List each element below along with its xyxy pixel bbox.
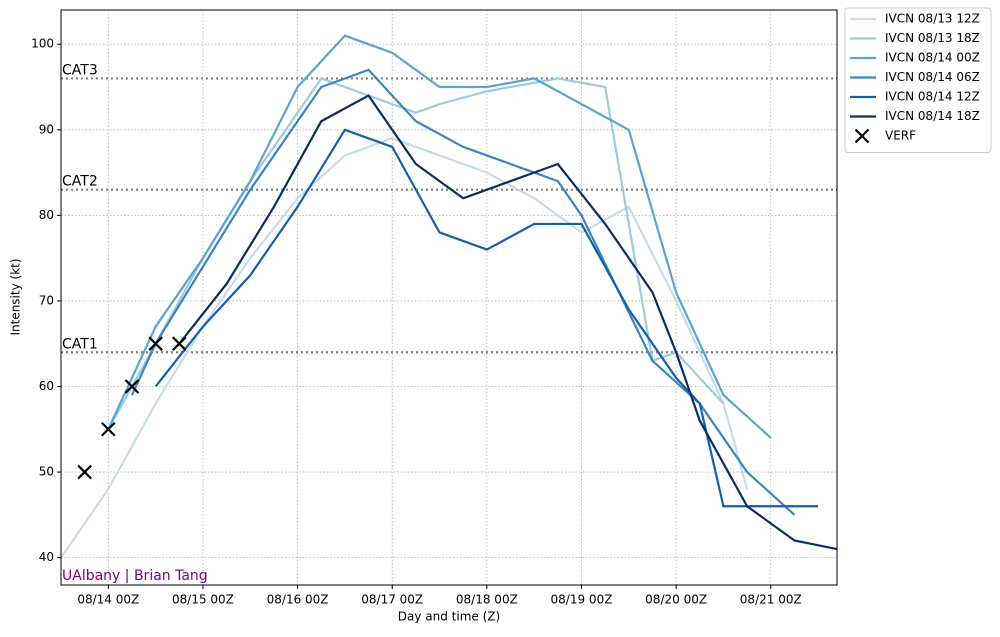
series-line <box>61 137 749 559</box>
x-tick-label: 08/19 00Z <box>551 593 613 607</box>
legend-label: IVCN 08/13 18Z <box>885 31 980 45</box>
y-tick-label: 50 <box>39 465 54 479</box>
legend-label: IVCN 08/14 12Z <box>885 90 980 104</box>
x-tick-label: 08/14 00Z <box>77 593 139 607</box>
legend-box <box>844 7 992 153</box>
credit: UAlbany | Brian Tang <box>62 568 208 584</box>
legend-label: IVCN 08/13 12Z <box>885 12 980 26</box>
x-tick-label: 08/18 00Z <box>456 593 518 607</box>
reference-label: CAT1 <box>62 336 98 352</box>
legend-label: IVCN 08/14 18Z <box>885 109 980 123</box>
x-axis-label: Day and time (Z) <box>398 610 500 624</box>
y-tick-label: 70 <box>39 293 54 307</box>
marker <box>124 379 140 394</box>
y-axis-label: Intensity (kt) <box>9 258 23 335</box>
x-tick-label: 08/17 00Z <box>361 593 423 607</box>
reference-label: CAT3 <box>62 62 98 78</box>
marker <box>77 464 92 480</box>
legend-label: IVCN 08/14 00Z <box>885 51 980 65</box>
y-tick-label: 80 <box>39 208 54 222</box>
legend-label: IVCN 08/14 06Z <box>885 70 980 84</box>
marker <box>101 421 116 437</box>
x-tick-label: 08/20 00Z <box>645 593 707 607</box>
marker <box>148 336 163 351</box>
y-tick-label: 60 <box>39 379 54 393</box>
series-line <box>130 68 796 516</box>
y-tick-label: 40 <box>39 550 54 564</box>
marker <box>172 336 187 351</box>
y-tick-label: 90 <box>39 122 54 136</box>
series-line <box>178 94 837 551</box>
series-line <box>107 34 772 439</box>
plot-frame <box>60 9 838 586</box>
reference-label: CAT2 <box>62 174 98 190</box>
y-tick-label: 100 <box>31 37 54 51</box>
x-tick-label: 08/16 00Z <box>267 593 329 607</box>
x-tick-label: 08/21 00Z <box>740 593 802 607</box>
x-tick-label: 08/15 00Z <box>172 593 234 607</box>
legend-label: VERF <box>885 129 916 143</box>
legend-marker <box>854 128 870 144</box>
